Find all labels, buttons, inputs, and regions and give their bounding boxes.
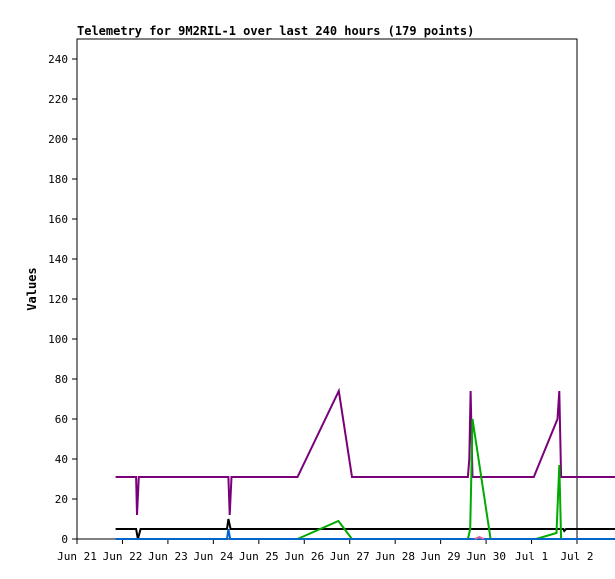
y-axis-label: Values bbox=[25, 267, 39, 310]
x-tick-label: Jun 25 bbox=[239, 550, 279, 563]
y-tick-label: 100 bbox=[48, 333, 68, 346]
plot-area bbox=[76, 38, 578, 540]
x-tick-label: Jun 21 bbox=[57, 550, 97, 563]
x-tick-label: Jun 22 bbox=[103, 550, 143, 563]
series-line-4 bbox=[474, 535, 485, 540]
y-tick-label: 60 bbox=[55, 413, 68, 426]
x-axis: Jun 21 Jun 22 Jun 23 Jun 24 Jun 25 Jun 26 Jun … bbox=[57, 539, 594, 563]
x-tick-label: Jun 24 bbox=[193, 550, 233, 563]
y-tick-label: 40 bbox=[55, 453, 68, 466]
y-tick-label: 180 bbox=[48, 173, 68, 186]
y-tick-label: 240 bbox=[48, 53, 68, 66]
x-tick-label: Jun 27 bbox=[330, 550, 370, 563]
series-group bbox=[115, 387, 615, 540]
y-tick-label: 160 bbox=[48, 213, 68, 226]
x-tick-label: Jun 23 bbox=[148, 550, 188, 563]
x-tick-label: Jun 28 bbox=[375, 550, 415, 563]
y-tick-label: 0 bbox=[61, 533, 68, 546]
y-axis: 0 20 40 60 80 100 120 140 160 180 200 220 240 bbox=[48, 53, 77, 546]
x-tick-label: Jun 30 bbox=[466, 550, 506, 563]
x-tick-label: Jun 26 bbox=[284, 550, 324, 563]
x-tick-label: Jun 29 bbox=[421, 550, 461, 563]
series-line-2 bbox=[297, 418, 615, 540]
y-tick-label: 80 bbox=[55, 373, 68, 386]
y-tick-label: 200 bbox=[48, 133, 68, 146]
y-tick-label: 120 bbox=[48, 293, 68, 306]
x-tick-label: Jul 2 bbox=[560, 550, 593, 563]
series-line-1 bbox=[115, 518, 615, 540]
chart-title: Telemetry for 9M2RIL-1 over last 240 hou… bbox=[77, 24, 474, 38]
y-tick-label: 220 bbox=[48, 93, 68, 106]
y-tick-label: 140 bbox=[48, 253, 68, 266]
x-tick-label: Jul 1 bbox=[515, 550, 548, 563]
series-line-3 bbox=[115, 528, 615, 540]
series-line-0 bbox=[115, 387, 615, 516]
y-tick-label: 20 bbox=[55, 493, 68, 506]
